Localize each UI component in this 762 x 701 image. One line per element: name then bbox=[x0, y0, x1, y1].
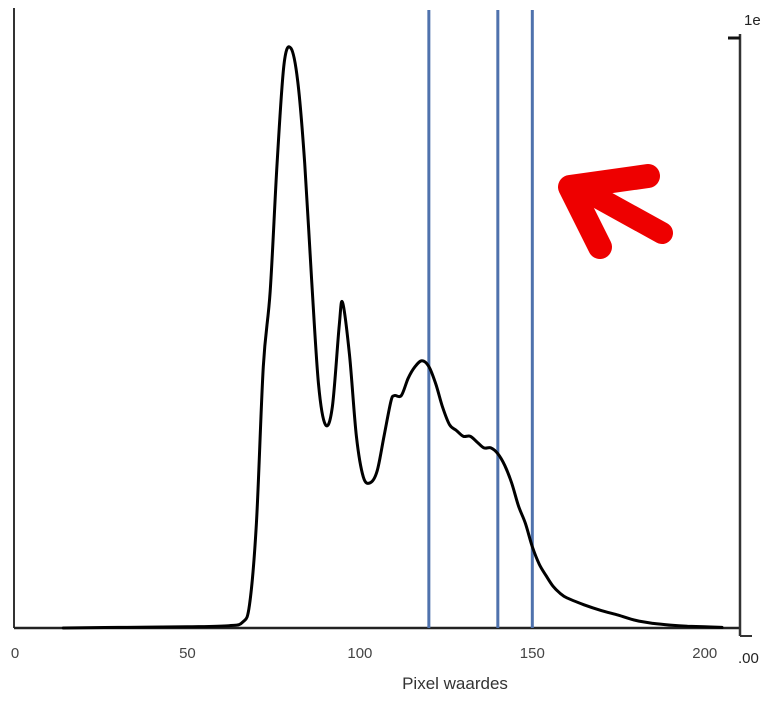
x-tick-label-50: 50 bbox=[179, 645, 196, 662]
histogram-series-line bbox=[61, 45, 724, 630]
threshold-lines bbox=[427, 10, 534, 628]
right-axis-top-label: 1e bbox=[744, 12, 761, 29]
x-tick-label-100: 100 bbox=[347, 645, 372, 662]
right-axis-bottom-label: .00 bbox=[738, 650, 759, 667]
x-axis-title: Pixel waardes bbox=[402, 674, 508, 693]
x-tick-label-0: 0 bbox=[11, 645, 19, 662]
x-axis-ticks: 0 50 100 150 200 bbox=[11, 645, 717, 662]
x-tick-label-200: 200 bbox=[692, 645, 717, 662]
x-tick-label-150: 150 bbox=[520, 645, 545, 662]
red-arrow-annotation bbox=[558, 164, 673, 259]
arrow-head-icon bbox=[558, 164, 660, 259]
arrow-shaft bbox=[575, 180, 673, 244]
